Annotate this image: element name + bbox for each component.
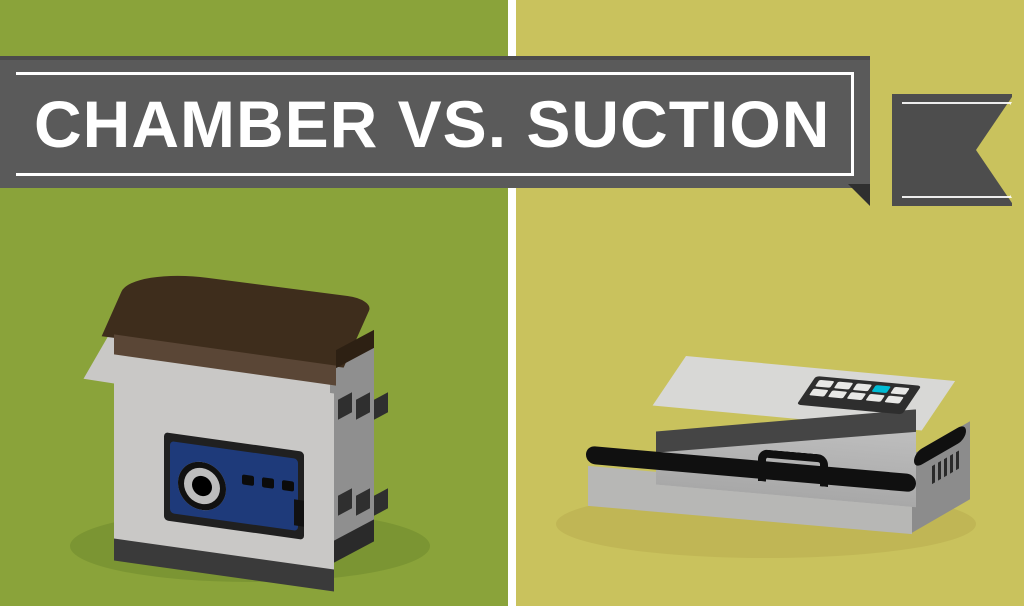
panel-suction [516, 0, 1024, 606]
chamber-vents-lower [338, 492, 392, 517]
center-divider [508, 0, 516, 606]
suction-led-icon [871, 385, 891, 393]
suction-sealer-illustration [576, 330, 996, 570]
comparison-infographic: CHAMBER VS. SUCTION [0, 0, 1024, 606]
chamber-sealer-illustration [90, 260, 450, 580]
panel-chamber [0, 0, 508, 606]
chamber-vents-upper [338, 396, 392, 421]
chamber-slot [294, 499, 304, 526]
